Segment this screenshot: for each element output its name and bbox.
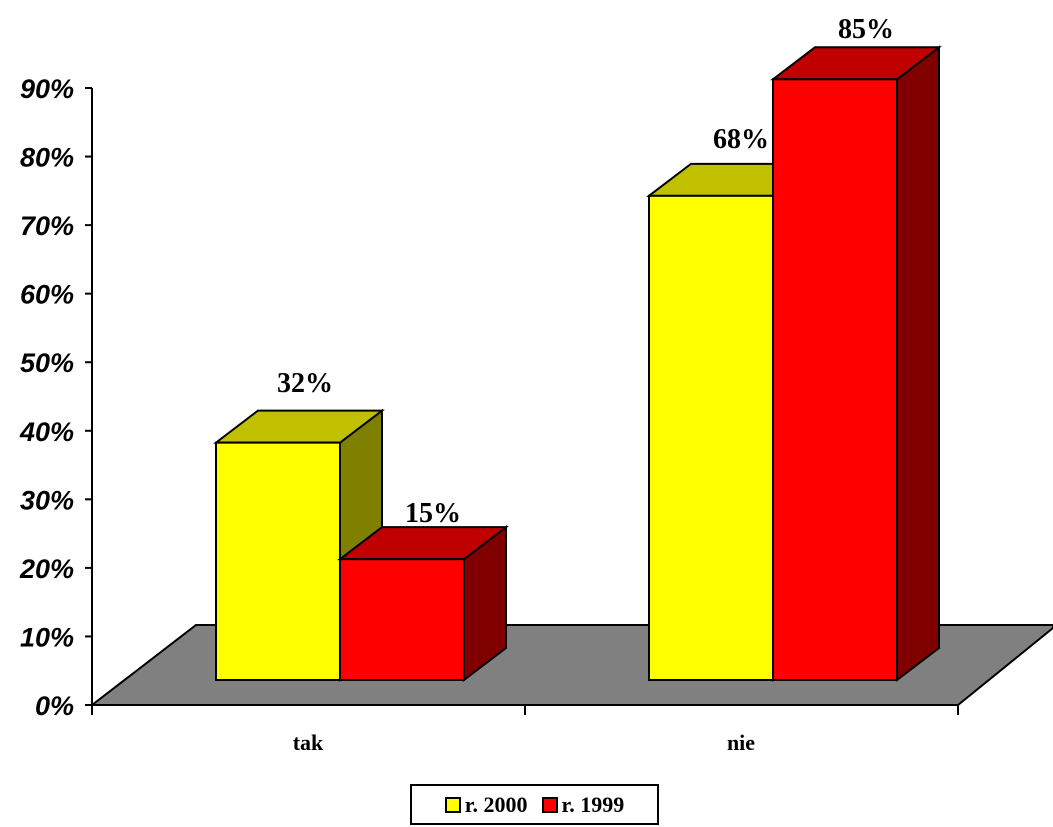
y-tick-label: 80% (20, 143, 74, 173)
bar (215, 441, 341, 681)
legend-item-series-1: r. 2000 (444, 791, 528, 818)
y-tick-label: 50% (20, 348, 74, 378)
y-tick-label: 10% (20, 622, 74, 652)
y-tick-label: 90% (20, 74, 74, 104)
bar-chart: 0% 10% 20% 30% 40% 50% 60% 70% 80% 90% tak nie 32% 15… (19, 14, 1053, 755)
y-tick-label: 40% (19, 417, 74, 447)
legend-swatch-series-2 (541, 796, 558, 813)
legend-label-series-1: r. 2000 (464, 791, 528, 817)
bar (339, 558, 465, 682)
x-tick-label: nie (727, 730, 755, 755)
x-tick-label: tak (293, 730, 324, 755)
bar-side (896, 45, 940, 683)
y-tick-label: 70% (20, 211, 74, 241)
y-tick-label: 20% (19, 554, 74, 584)
legend-item-series-2: r. 1999 (541, 791, 625, 818)
bar (648, 194, 774, 681)
data-label: 15% (405, 498, 461, 529)
y-tick-label: 0% (35, 691, 74, 721)
legend-swatch-series-1 (444, 796, 461, 813)
chart-legend: r. 2000 r. 1999 (410, 784, 659, 825)
legend-label-series-2: r. 1999 (561, 791, 625, 817)
data-label: 68% (713, 124, 769, 155)
data-label: 85% (838, 14, 894, 45)
data-label: 32% (277, 368, 333, 399)
y-tick-label: 60% (20, 280, 74, 310)
bar (772, 78, 898, 682)
y-tick-label: 30% (20, 485, 74, 515)
